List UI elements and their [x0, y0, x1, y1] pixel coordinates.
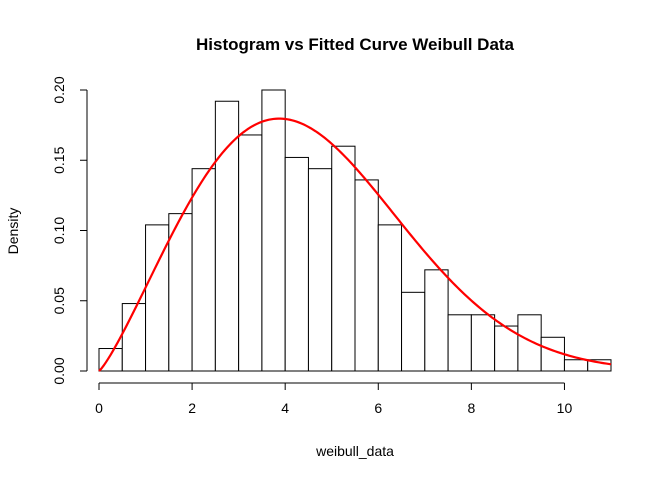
- x-tick-label: 10: [557, 400, 573, 416]
- histogram-bar: [331, 145, 356, 372]
- y-tick-label: 0.20: [51, 76, 67, 103]
- x-tick-label: 2: [188, 400, 196, 416]
- histogram-bar: [587, 359, 612, 372]
- x-axis-label: weibull_data: [315, 443, 394, 459]
- y-tick-label: 0.15: [51, 146, 67, 173]
- fitted-weibull-curve: [98, 117, 612, 372]
- y-axis: 0.00 0.05 0.10 0.15 0.20: [51, 76, 88, 385]
- x-tick-label: 8: [467, 400, 475, 416]
- histogram-bars: [98, 89, 612, 372]
- histogram-bar: [284, 156, 309, 372]
- histogram-bar: [121, 303, 147, 372]
- histogram-bar: [168, 213, 193, 372]
- y-tick-label: 0.10: [51, 217, 67, 244]
- y-tick-label: 0.05: [51, 287, 67, 314]
- x-axis: 0 2 4 6 8 10: [95, 382, 573, 416]
- histogram-bar: [214, 100, 240, 372]
- histogram-bar: [424, 269, 449, 372]
- chart-title: Histogram vs Fitted Curve Weibull Data: [196, 35, 515, 54]
- y-tick-label: 0.00: [51, 357, 67, 384]
- histogram-bar: [354, 179, 379, 372]
- histogram-bar: [377, 224, 403, 372]
- histogram-bar: [238, 134, 263, 372]
- x-tick-label: 6: [374, 400, 382, 416]
- histogram-bar: [401, 291, 426, 372]
- histogram-bar: [191, 168, 216, 372]
- x-tick-label: 0: [95, 400, 103, 416]
- histogram-bar: [517, 314, 542, 372]
- x-tick-label: 4: [281, 400, 289, 416]
- histogram-bar: [563, 359, 589, 372]
- histogram-bar: [447, 314, 472, 372]
- histogram-bar: [307, 168, 333, 372]
- histogram-bar: [470, 314, 496, 372]
- histogram-bar: [261, 89, 286, 372]
- y-axis-label: Density: [5, 208, 21, 255]
